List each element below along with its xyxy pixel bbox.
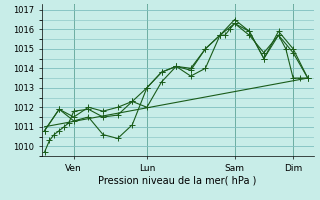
X-axis label: Pression niveau de la mer( hPa ): Pression niveau de la mer( hPa ): [99, 175, 257, 185]
